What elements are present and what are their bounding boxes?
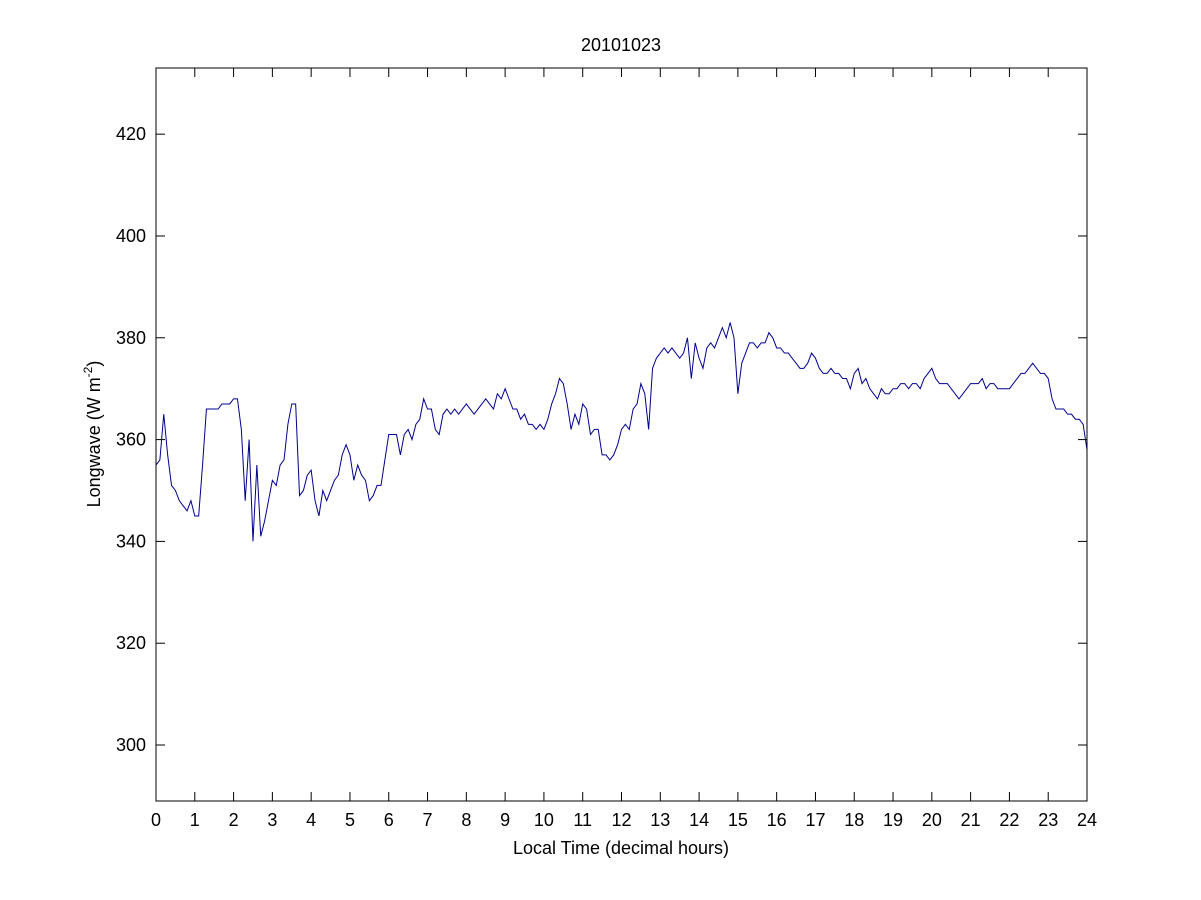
y-tick-label: 380 [116,328,146,348]
x-tick-label: 9 [500,810,510,830]
x-tick-label: 2 [229,810,239,830]
x-tick-label: 16 [767,810,787,830]
y-axis-label-end: ) [84,361,104,367]
y-axis-label-main: Longwave (W m [84,377,104,507]
y-axis-label-sup: -2 [81,366,95,377]
x-tick-label: 6 [384,810,394,830]
x-tick-label: 11 [573,810,592,830]
y-tick-label: 420 [116,124,146,144]
y-tick-label: 320 [116,633,146,653]
y-axis-label: Longwave (W m-2) [81,361,104,508]
x-tick-label: 4 [306,810,316,830]
x-tick-label: 10 [534,810,554,830]
x-tick-label: 19 [883,810,903,830]
y-tick-label: 400 [116,226,146,246]
data-line [155,322,1088,542]
x-tick-label: 17 [805,810,825,830]
x-tick-label: 13 [650,810,670,830]
y-tick-label: 300 [116,735,146,755]
x-tick-label: 7 [423,810,433,830]
x-tick-label: 23 [1038,810,1058,830]
x-tick-label: 3 [267,810,277,830]
x-axis-label: Local Time (decimal hours) [513,838,729,858]
x-tick-label: 8 [461,810,471,830]
plot-frame [155,67,1088,802]
x-tick-label: 22 [999,810,1019,830]
x-tick-label: 18 [844,810,864,830]
chart-title: 20101023 [581,35,661,55]
x-tick-label: 1 [190,810,200,830]
y-tick-label: 360 [116,430,146,450]
x-tick-label: 12 [611,810,631,830]
x-tick-label: 14 [689,810,709,830]
x-tick-label: 15 [728,810,748,830]
x-tick-label: 5 [345,810,355,830]
x-tick-label: 21 [961,810,981,830]
x-tick-label: 20 [922,810,942,830]
x-tick-label: 0 [151,810,161,830]
x-tick-label: 24 [1077,810,1097,830]
y-tick-label: 340 [116,531,146,551]
